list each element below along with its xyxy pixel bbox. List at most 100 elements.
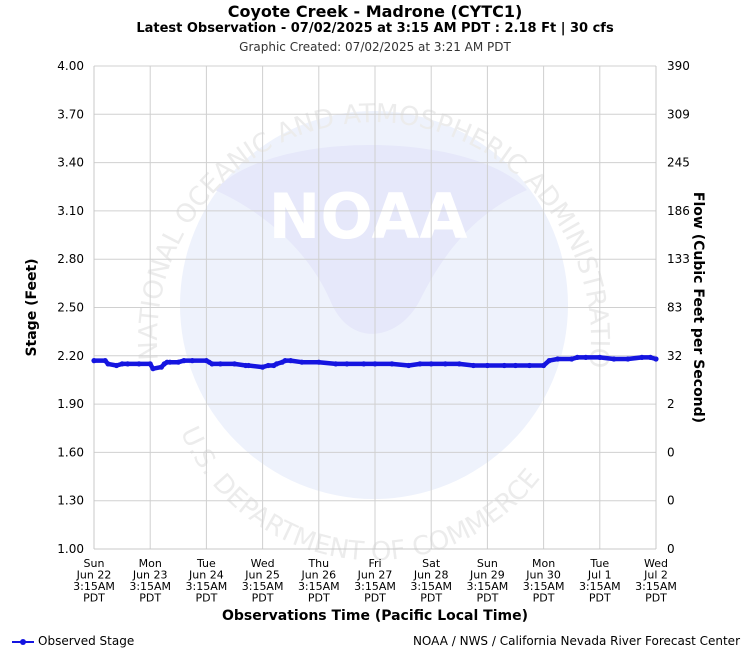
x-tick-label-line: Tue (589, 557, 609, 570)
y2-tick-label: 0 (667, 445, 675, 459)
y-tick-label: 4.00 (57, 59, 84, 73)
noaa-watermark-logo-text: NOAA (269, 180, 468, 253)
y-tick-label: 3.40 (57, 156, 84, 170)
observed-stage-point (125, 361, 131, 367)
x-tick-label-line: Sun (477, 557, 498, 570)
noaa-watermark: NOAA NATIONAL OCEANIC AND ATMOSPHERIC AD… (0, 0, 614, 567)
x-axis-label: Observations Time (Pacific Local Time) (222, 608, 528, 624)
x-tick-label-line: Jun 28 (413, 569, 449, 582)
x-tick-label-line: Jun 27 (357, 569, 393, 582)
observed-stage-point (501, 362, 507, 369)
observed-stage-point (647, 354, 654, 360)
y2-tick-label: 0 (667, 542, 675, 556)
y-tick-label: 2.50 (57, 301, 84, 315)
y2-tick-label: 245 (667, 156, 690, 170)
observed-stage-point (541, 362, 547, 369)
y2-tick-label: 309 (667, 107, 690, 121)
chart-subtitle: Latest Observation - 07/02/2025 at 3:15 … (136, 21, 614, 36)
x-tick-label-line: Tue (196, 557, 216, 570)
x-tick-label-line: Jul 2 (643, 569, 668, 582)
observed-stage-point (246, 362, 252, 369)
y-axis-label: Stage (Feet) (24, 258, 40, 356)
observed-stage-point (181, 358, 187, 364)
observed-stage-point (484, 362, 490, 369)
observed-stage-point (209, 361, 215, 367)
observed-stage-point (175, 359, 181, 365)
y-tick-label: 1.00 (57, 542, 84, 556)
y-tick-label: 3.10 (57, 204, 84, 218)
y2-tick-label: 83 (667, 301, 682, 315)
observed-stage-point (217, 361, 223, 367)
observed-stage-point (361, 361, 367, 367)
observed-stage-point (597, 354, 603, 360)
noaa-watermark-bird (215, 145, 527, 334)
y2-tick-label: 133 (667, 252, 690, 266)
x-tick-label-line: 3:15AM (242, 580, 284, 593)
observed-stage-point (288, 358, 294, 364)
x-tick-label-line: PDT (589, 592, 611, 605)
y2-tick-label: 32 (667, 349, 682, 363)
x-tick-label-line: PDT (308, 592, 330, 605)
observed-stage-point (470, 362, 476, 369)
observed-stage-point (428, 361, 434, 367)
observed-stage-point (189, 358, 195, 364)
x-tick-label-line: Sun (84, 557, 105, 570)
x-tick-label-line: PDT (83, 592, 105, 605)
y-tick-label: 1.90 (57, 397, 84, 411)
y2-tick-label: 390 (667, 59, 690, 73)
x-tick-label-line: 3:15AM (129, 580, 171, 593)
observed-stage-point (147, 361, 153, 367)
x-tick-label-line: Jun 25 (244, 569, 280, 582)
observed-stage-point (569, 356, 575, 362)
observed-stage-point (583, 354, 589, 360)
observed-stage-point (333, 361, 339, 367)
x-tick-label-line: 3:15AM (579, 580, 621, 593)
x-tick-label-line: 3:15AM (298, 580, 340, 593)
x-tick-label-line: Sat (422, 557, 441, 570)
observed-stage-point (150, 366, 156, 372)
y-tick-label: 3.70 (57, 107, 84, 121)
x-tick-label-line: Wed (644, 557, 668, 570)
observed-stage-point (299, 359, 305, 365)
observed-stage-point (274, 361, 280, 367)
y2-tick-label: 0 (667, 494, 675, 508)
observed-stage-point (625, 356, 631, 362)
observed-stage-point (512, 362, 519, 369)
observed-stage-point (555, 356, 561, 362)
observed-stage-point (406, 362, 412, 369)
x-tick-label-line: Jun 22 (76, 569, 112, 582)
observed-stage-point (389, 361, 395, 367)
graphic-created-text: Graphic Created: 07/02/2025 at 3:21 AM P… (239, 40, 511, 54)
observed-stage-point (113, 362, 120, 369)
x-tick-label-line: PDT (252, 592, 274, 605)
observed-stage-point (136, 361, 142, 367)
observed-stage-point (167, 359, 173, 365)
y2-tick-label: 2 (667, 397, 675, 411)
x-tick-label-line: PDT (420, 592, 442, 605)
x-tick-label-line: 3:15AM (635, 580, 677, 593)
legend-swatch (12, 638, 34, 645)
x-tick-label-line: Wed (251, 557, 275, 570)
observed-stage-point (372, 361, 378, 367)
observed-stage-point (316, 359, 322, 365)
x-tick-label-line: 3:15AM (410, 580, 452, 593)
observed-stage-point (653, 356, 659, 362)
observed-stage-point (91, 358, 97, 364)
observed-stage-point (105, 361, 111, 367)
x-tick-label-line: PDT (364, 592, 386, 605)
x-tick-label-line: PDT (645, 592, 667, 605)
x-tick-label-line: PDT (139, 592, 161, 605)
observed-stage-point (344, 361, 350, 367)
observed-stage-point (260, 364, 266, 370)
legend: Observed Stage (12, 634, 134, 648)
